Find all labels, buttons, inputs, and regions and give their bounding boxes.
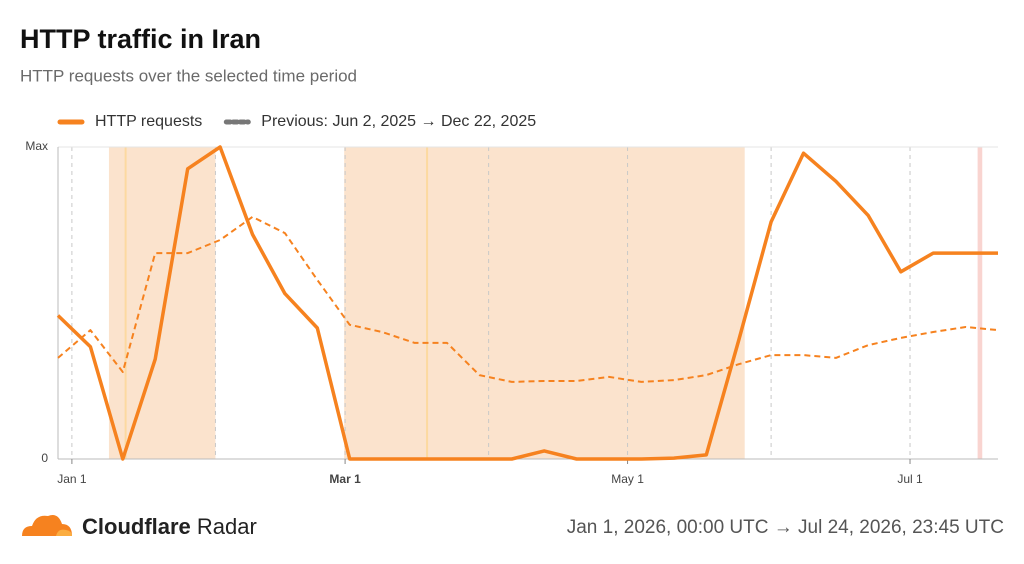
y-tick-label: Max [25, 139, 48, 153]
brand-name: Cloudflare [82, 514, 191, 539]
x-tick-label: May 1 [611, 472, 644, 486]
x-tick-label: Mar 1 [329, 472, 361, 486]
brand: Cloudflare Radar [82, 514, 257, 539]
chart-title: HTTP traffic in Iran [20, 24, 261, 54]
highlight-range [108, 147, 216, 459]
series-line [57, 215, 999, 383]
legend-label: HTTP requests [95, 113, 202, 130]
highlight-range [344, 147, 745, 459]
x-tick-label: Jul 1 [897, 472, 923, 486]
time-range: Jan 1, 2026, 00:00 UTC → Jul 24, 2026, 2… [567, 517, 1004, 538]
brand-product: Radar [197, 514, 257, 539]
legend-label: Previous: Jun 2, 2025 → Dec 22, 2025 [261, 113, 536, 130]
x-tick-label: Jan 1 [57, 472, 87, 486]
cloud-icon-accent [56, 529, 72, 536]
series-line [56, 145, 998, 461]
brand-logo [22, 515, 72, 536]
chart-subtitle: HTTP requests over the selected time per… [20, 66, 357, 85]
y-tick-label: 0 [41, 451, 48, 465]
highlight-range [977, 147, 983, 459]
